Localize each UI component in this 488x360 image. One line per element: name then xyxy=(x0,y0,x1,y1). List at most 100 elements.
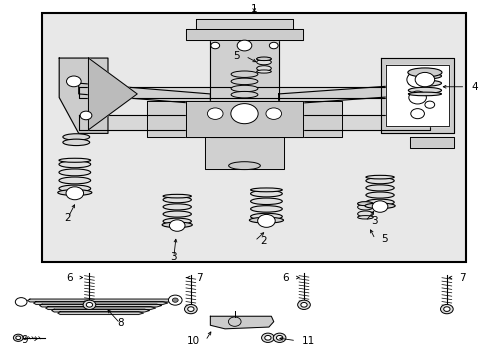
Polygon shape xyxy=(147,101,341,137)
Ellipse shape xyxy=(231,71,257,77)
Circle shape xyxy=(406,72,427,87)
Polygon shape xyxy=(52,309,149,312)
Circle shape xyxy=(80,111,92,120)
Text: 8: 8 xyxy=(117,319,123,328)
Circle shape xyxy=(185,305,196,313)
Text: 2: 2 xyxy=(260,236,266,246)
Polygon shape xyxy=(59,58,108,134)
Circle shape xyxy=(443,307,449,311)
Bar xyxy=(42,13,466,262)
Text: 4: 4 xyxy=(470,82,477,92)
Circle shape xyxy=(440,305,452,314)
Ellipse shape xyxy=(59,185,90,192)
Polygon shape xyxy=(385,65,448,126)
Circle shape xyxy=(168,295,182,305)
Ellipse shape xyxy=(250,206,282,212)
Ellipse shape xyxy=(163,204,191,210)
Ellipse shape xyxy=(365,178,393,184)
Polygon shape xyxy=(34,302,167,305)
Ellipse shape xyxy=(231,85,257,92)
Text: 2: 2 xyxy=(64,213,71,222)
Ellipse shape xyxy=(256,66,271,71)
Ellipse shape xyxy=(357,202,372,206)
Circle shape xyxy=(66,187,83,200)
Ellipse shape xyxy=(407,92,441,96)
Circle shape xyxy=(228,317,241,326)
Polygon shape xyxy=(79,116,429,130)
Ellipse shape xyxy=(163,197,191,203)
Polygon shape xyxy=(27,299,173,302)
Polygon shape xyxy=(40,304,162,307)
Polygon shape xyxy=(210,22,278,137)
Ellipse shape xyxy=(250,213,282,220)
Ellipse shape xyxy=(59,158,90,162)
Ellipse shape xyxy=(357,204,372,210)
Circle shape xyxy=(424,101,434,108)
Text: 5: 5 xyxy=(232,51,239,61)
Ellipse shape xyxy=(256,70,271,73)
Ellipse shape xyxy=(231,91,257,98)
Ellipse shape xyxy=(59,161,90,168)
Text: 3: 3 xyxy=(170,252,177,262)
Polygon shape xyxy=(210,316,273,329)
Circle shape xyxy=(298,301,309,309)
Ellipse shape xyxy=(364,203,394,208)
Ellipse shape xyxy=(59,169,90,176)
Ellipse shape xyxy=(407,71,441,74)
Circle shape xyxy=(86,302,92,307)
Circle shape xyxy=(16,336,20,339)
Ellipse shape xyxy=(365,204,393,208)
Ellipse shape xyxy=(365,185,393,191)
Ellipse shape xyxy=(58,190,92,195)
Ellipse shape xyxy=(163,218,191,224)
Polygon shape xyxy=(185,101,303,137)
Text: 9: 9 xyxy=(21,334,27,345)
Ellipse shape xyxy=(163,211,191,217)
Ellipse shape xyxy=(250,198,282,204)
Circle shape xyxy=(169,220,184,231)
Circle shape xyxy=(273,333,285,342)
Polygon shape xyxy=(205,137,283,169)
Circle shape xyxy=(15,298,27,306)
Circle shape xyxy=(410,109,424,119)
Circle shape xyxy=(187,307,194,311)
Ellipse shape xyxy=(59,190,90,194)
Ellipse shape xyxy=(365,199,393,205)
Ellipse shape xyxy=(228,162,260,170)
Circle shape xyxy=(83,300,96,310)
Ellipse shape xyxy=(256,59,271,65)
Ellipse shape xyxy=(256,57,271,60)
Circle shape xyxy=(414,72,434,87)
Ellipse shape xyxy=(250,190,282,197)
Ellipse shape xyxy=(365,175,393,179)
Ellipse shape xyxy=(63,139,89,145)
Text: 11: 11 xyxy=(302,336,315,346)
Text: 1: 1 xyxy=(250,4,257,14)
Ellipse shape xyxy=(256,57,271,60)
Text: 5: 5 xyxy=(380,234,387,244)
Ellipse shape xyxy=(59,177,90,184)
Circle shape xyxy=(408,91,426,104)
Ellipse shape xyxy=(250,219,282,222)
Circle shape xyxy=(265,108,281,120)
Ellipse shape xyxy=(407,73,441,79)
Polygon shape xyxy=(195,19,293,30)
Polygon shape xyxy=(185,30,303,40)
Ellipse shape xyxy=(162,222,192,228)
Text: 10: 10 xyxy=(186,336,199,346)
Text: 6: 6 xyxy=(282,273,289,283)
Ellipse shape xyxy=(163,194,191,198)
Ellipse shape xyxy=(63,134,89,140)
Polygon shape xyxy=(79,87,429,98)
Polygon shape xyxy=(409,137,453,148)
Circle shape xyxy=(230,104,258,124)
Circle shape xyxy=(84,301,95,309)
Ellipse shape xyxy=(407,68,441,77)
Circle shape xyxy=(210,42,219,49)
Circle shape xyxy=(276,336,282,340)
Circle shape xyxy=(264,336,270,340)
Circle shape xyxy=(184,305,197,314)
Circle shape xyxy=(207,108,223,120)
Ellipse shape xyxy=(231,78,257,85)
Circle shape xyxy=(13,334,23,341)
